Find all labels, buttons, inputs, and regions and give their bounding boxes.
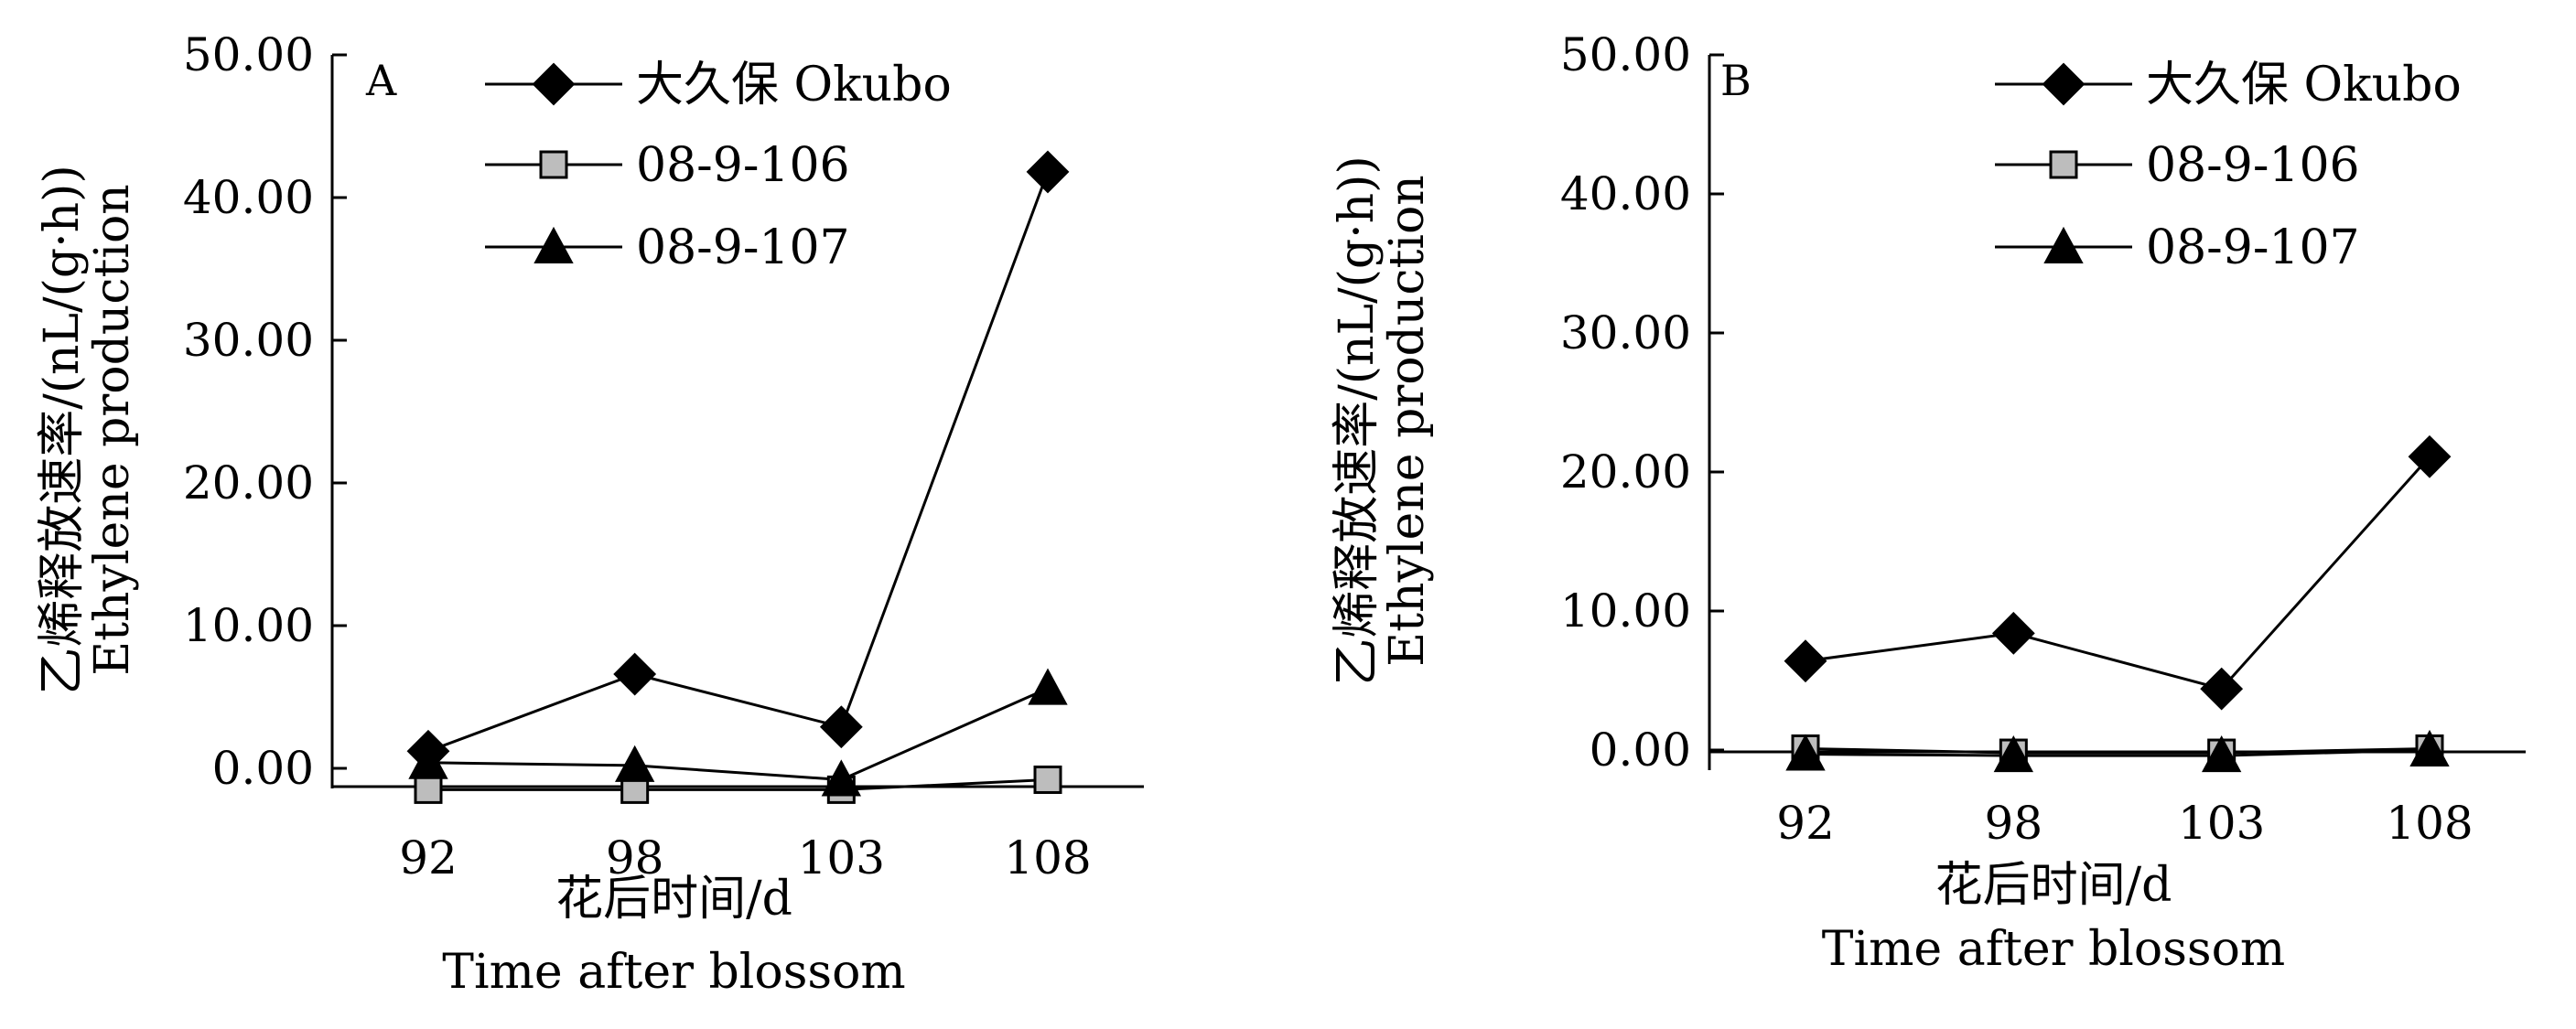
y-tick-label: 10.00 (183, 599, 314, 652)
legend-marker-diamond (2042, 62, 2086, 106)
y-axis-title-en: Ethylene production (85, 184, 140, 676)
data-point-square (414, 775, 443, 804)
y-tick-label: 30.00 (1560, 306, 1691, 359)
x-tick-label: 92 (1776, 797, 1835, 850)
chart-panel-b: 0.00 10.00 20.00 30.00 40.00 50.00 92 98 103 108 B… (1330, 28, 2526, 977)
data-point-diamond (1991, 611, 2035, 655)
legend-marker-diamond (532, 62, 576, 106)
legend-entry: 08-9-106 (1995, 138, 2360, 193)
data-point-square (1033, 765, 1062, 794)
x-axis-title-cn: 花后时间/d (555, 872, 792, 927)
series-line-0 (427, 171, 1050, 753)
legend-marker-square (539, 150, 568, 179)
data-point-diamond (2408, 434, 2452, 478)
legend-label: 08-9-106 (2146, 138, 2360, 193)
y-tick-label: 40.00 (183, 171, 314, 224)
x-tick-label: 103 (2178, 797, 2265, 850)
legend-label: 08-9-107 (636, 220, 850, 275)
legend-marker-triangle (2043, 226, 2084, 263)
x-tick-label: 108 (1004, 831, 1091, 884)
y-tick-label: 40.00 (1560, 167, 1691, 220)
x-tick-label: 98 (1985, 797, 2043, 850)
y-tick-label: 30.00 (183, 314, 314, 367)
x-tick-label: 92 (399, 831, 458, 884)
legend-entry: 08-9-107 (485, 220, 850, 275)
y-tick-label: 20.00 (1560, 445, 1691, 498)
legend-entry: 08-9-107 (1995, 220, 2360, 275)
data-point-diamond (1026, 150, 1070, 194)
y-tick-label: 0.00 (212, 742, 314, 795)
legend-entry: 大久保 Okubo (485, 58, 952, 113)
data-point-triangle (1028, 668, 1068, 705)
y-tick-label: 10.00 (1560, 584, 1691, 638)
panel-label: B (1720, 56, 1751, 105)
x-axis-title-en: Time after blossom (1822, 922, 2285, 977)
series-line-2 (427, 687, 1049, 782)
data-point-triangle (408, 742, 448, 779)
data-point-diamond (613, 652, 657, 696)
y-tick-label: 0.00 (1590, 724, 1691, 777)
legend-label: 大久保 Okubo (2146, 58, 2462, 113)
legend-label: 08-9-106 (636, 138, 850, 193)
x-axis-title-cn: 花后时间/d (1935, 858, 2172, 913)
x-axis-title-en: Time after blossom (442, 945, 905, 1000)
data-point-diamond (1784, 639, 1827, 683)
legend-label: 08-9-107 (2146, 220, 2360, 275)
data-point-triangle (1785, 734, 1826, 771)
data-point-triangle (2201, 734, 2242, 773)
y-axis-title-cn: 乙烯释放速率/(nL/(g·h)) (35, 165, 90, 695)
series-line-1 (1805, 746, 2430, 755)
data-point-triangle (821, 759, 862, 797)
legend-label: 大久保 Okubo (636, 58, 952, 113)
data-point-triangle (614, 745, 655, 782)
panel-label: A (365, 56, 397, 105)
y-axis-title-en: Ethylene production (1380, 175, 1435, 667)
data-point-triangle (2409, 729, 2450, 766)
y-tick-label: 50.00 (1560, 28, 1691, 81)
x-tick-label: 103 (798, 831, 885, 884)
chart-panel-a: 0.00 10.00 20.00 30.00 40.00 50.00 92 98 103 108 A… (35, 28, 1144, 1000)
series-line-0 (1805, 456, 2431, 691)
y-tick-label: 50.00 (183, 28, 314, 81)
series-line-1 (428, 777, 1049, 791)
data-point-diamond (2200, 667, 2244, 711)
x-tick-label: 108 (2386, 797, 2473, 850)
data-point-triangle (1993, 734, 2034, 773)
legend-entry: 大久保 Okubo (1995, 58, 2462, 113)
y-axis-title-cn: 乙烯释放速率/(nL/(g·h)) (1330, 155, 1385, 686)
legend-marker-triangle (534, 226, 574, 263)
legend-entry: 08-9-106 (485, 138, 850, 193)
y-tick-label: 20.00 (183, 456, 314, 509)
series-line-2 (1805, 748, 2430, 757)
x-tick-label: 98 (606, 831, 664, 884)
data-point-diamond (819, 705, 863, 749)
legend-marker-square (2049, 150, 2078, 179)
